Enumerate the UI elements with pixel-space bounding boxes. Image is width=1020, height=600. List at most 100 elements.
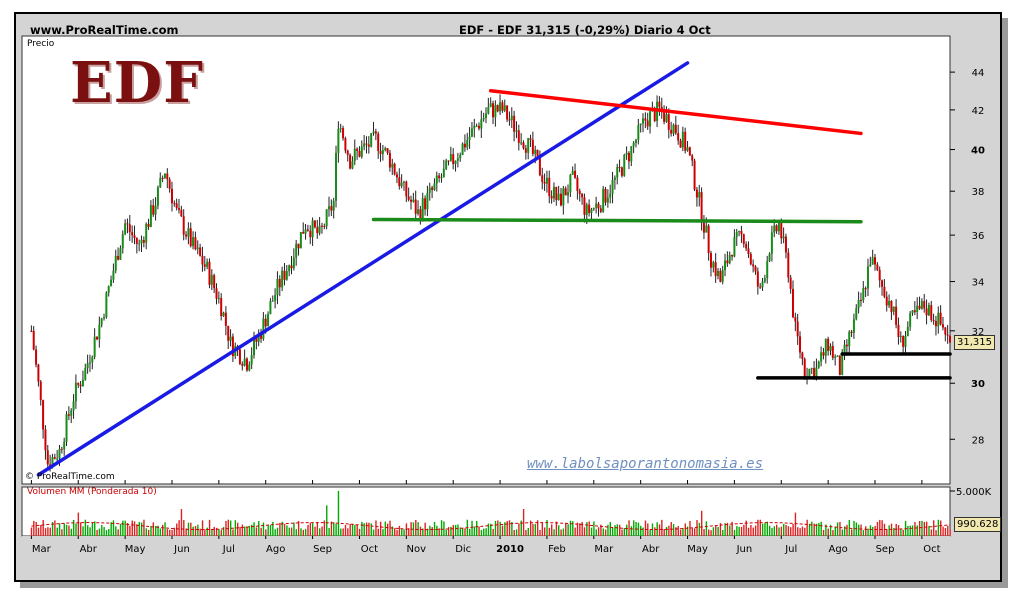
volume-bar — [900, 529, 902, 536]
candle — [508, 119, 511, 121]
candle — [243, 358, 246, 366]
candle — [681, 131, 684, 148]
candle — [412, 199, 415, 202]
volume-bar — [740, 526, 743, 536]
candle — [107, 286, 110, 293]
volume-bar — [895, 523, 897, 536]
volume-bar — [98, 528, 101, 536]
volume-bar — [82, 526, 84, 536]
candle — [105, 292, 108, 318]
watermark-link[interactable]: www.labolsaporantonomasia.es — [527, 456, 764, 472]
volume-bar — [293, 522, 295, 536]
candle — [285, 271, 288, 280]
volume-bar — [77, 512, 80, 536]
volume-bar — [262, 522, 265, 536]
candle — [278, 278, 281, 288]
candle — [852, 319, 855, 333]
volume-bar — [668, 525, 670, 536]
candle — [606, 197, 609, 203]
candle — [684, 131, 687, 151]
candle — [53, 457, 56, 459]
volume-bar — [696, 520, 698, 536]
candle — [386, 148, 389, 153]
volume-bar — [907, 526, 909, 536]
candle — [822, 352, 825, 356]
neckline-line[interactable] — [371, 217, 863, 224]
volume-bar — [87, 525, 89, 536]
candle — [780, 222, 783, 239]
volume-bar — [342, 528, 344, 536]
candle — [543, 182, 546, 184]
candle — [576, 177, 579, 191]
resistance-line[interactable] — [488, 89, 863, 136]
candle — [642, 118, 645, 124]
candle — [918, 305, 921, 309]
candle — [536, 149, 539, 158]
volume-bar — [302, 529, 305, 536]
volume-bar — [307, 524, 309, 536]
candle — [117, 255, 120, 260]
volume-bar — [42, 519, 44, 536]
volume-bar — [316, 522, 319, 536]
candle — [735, 232, 738, 237]
candle — [503, 105, 506, 111]
candle — [302, 231, 305, 234]
volume-bar — [520, 520, 522, 536]
candle — [377, 133, 380, 152]
candle — [283, 270, 286, 280]
volume-bar — [471, 520, 473, 536]
candle — [442, 168, 445, 178]
volume-bar — [504, 522, 506, 536]
volume-bar — [159, 528, 162, 536]
volume-bar — [853, 520, 855, 536]
candle — [515, 130, 518, 132]
volume-bar — [63, 523, 65, 536]
candle — [768, 253, 771, 261]
volume-bar — [558, 525, 560, 536]
volume-bar — [241, 524, 244, 536]
candle — [590, 209, 593, 213]
volume-y-tick-label: 5.000K — [956, 487, 992, 498]
volume-bar — [799, 528, 801, 536]
volume-bar — [881, 520, 883, 536]
candle — [95, 336, 98, 340]
site-label[interactable]: www.ProRealTime.com — [30, 23, 179, 37]
trend-support-line[interactable] — [36, 61, 690, 477]
volume-bar — [480, 530, 483, 536]
candle — [192, 237, 195, 247]
volume-bar — [35, 521, 37, 536]
candle — [691, 155, 694, 161]
candle — [714, 262, 717, 277]
volume-bar — [614, 525, 616, 536]
volume-bar — [834, 526, 836, 536]
candle — [630, 146, 633, 162]
volume-bar — [49, 527, 51, 536]
candle — [712, 262, 715, 268]
candle — [292, 257, 295, 269]
candle — [649, 111, 652, 127]
volume-bar — [806, 519, 808, 536]
volume-bar — [515, 529, 518, 536]
volume-bar — [363, 523, 365, 536]
candle — [850, 331, 853, 333]
volume-bar — [698, 522, 701, 536]
volume-bar — [115, 526, 117, 536]
volume-bar — [227, 519, 230, 536]
candle — [499, 102, 502, 112]
candle — [126, 223, 129, 225]
candle — [569, 174, 572, 193]
candle — [747, 248, 750, 254]
volume-bar — [752, 527, 754, 536]
volume-bar — [536, 520, 539, 536]
volume-bar — [478, 526, 480, 536]
candle — [388, 152, 391, 168]
candle — [925, 308, 928, 316]
volume-bar — [337, 491, 340, 536]
candle — [663, 111, 666, 122]
candle — [644, 118, 647, 121]
candle — [466, 139, 469, 148]
candle — [112, 270, 115, 280]
candle — [545, 177, 548, 184]
candle — [632, 142, 635, 147]
volume-bar — [424, 522, 426, 536]
